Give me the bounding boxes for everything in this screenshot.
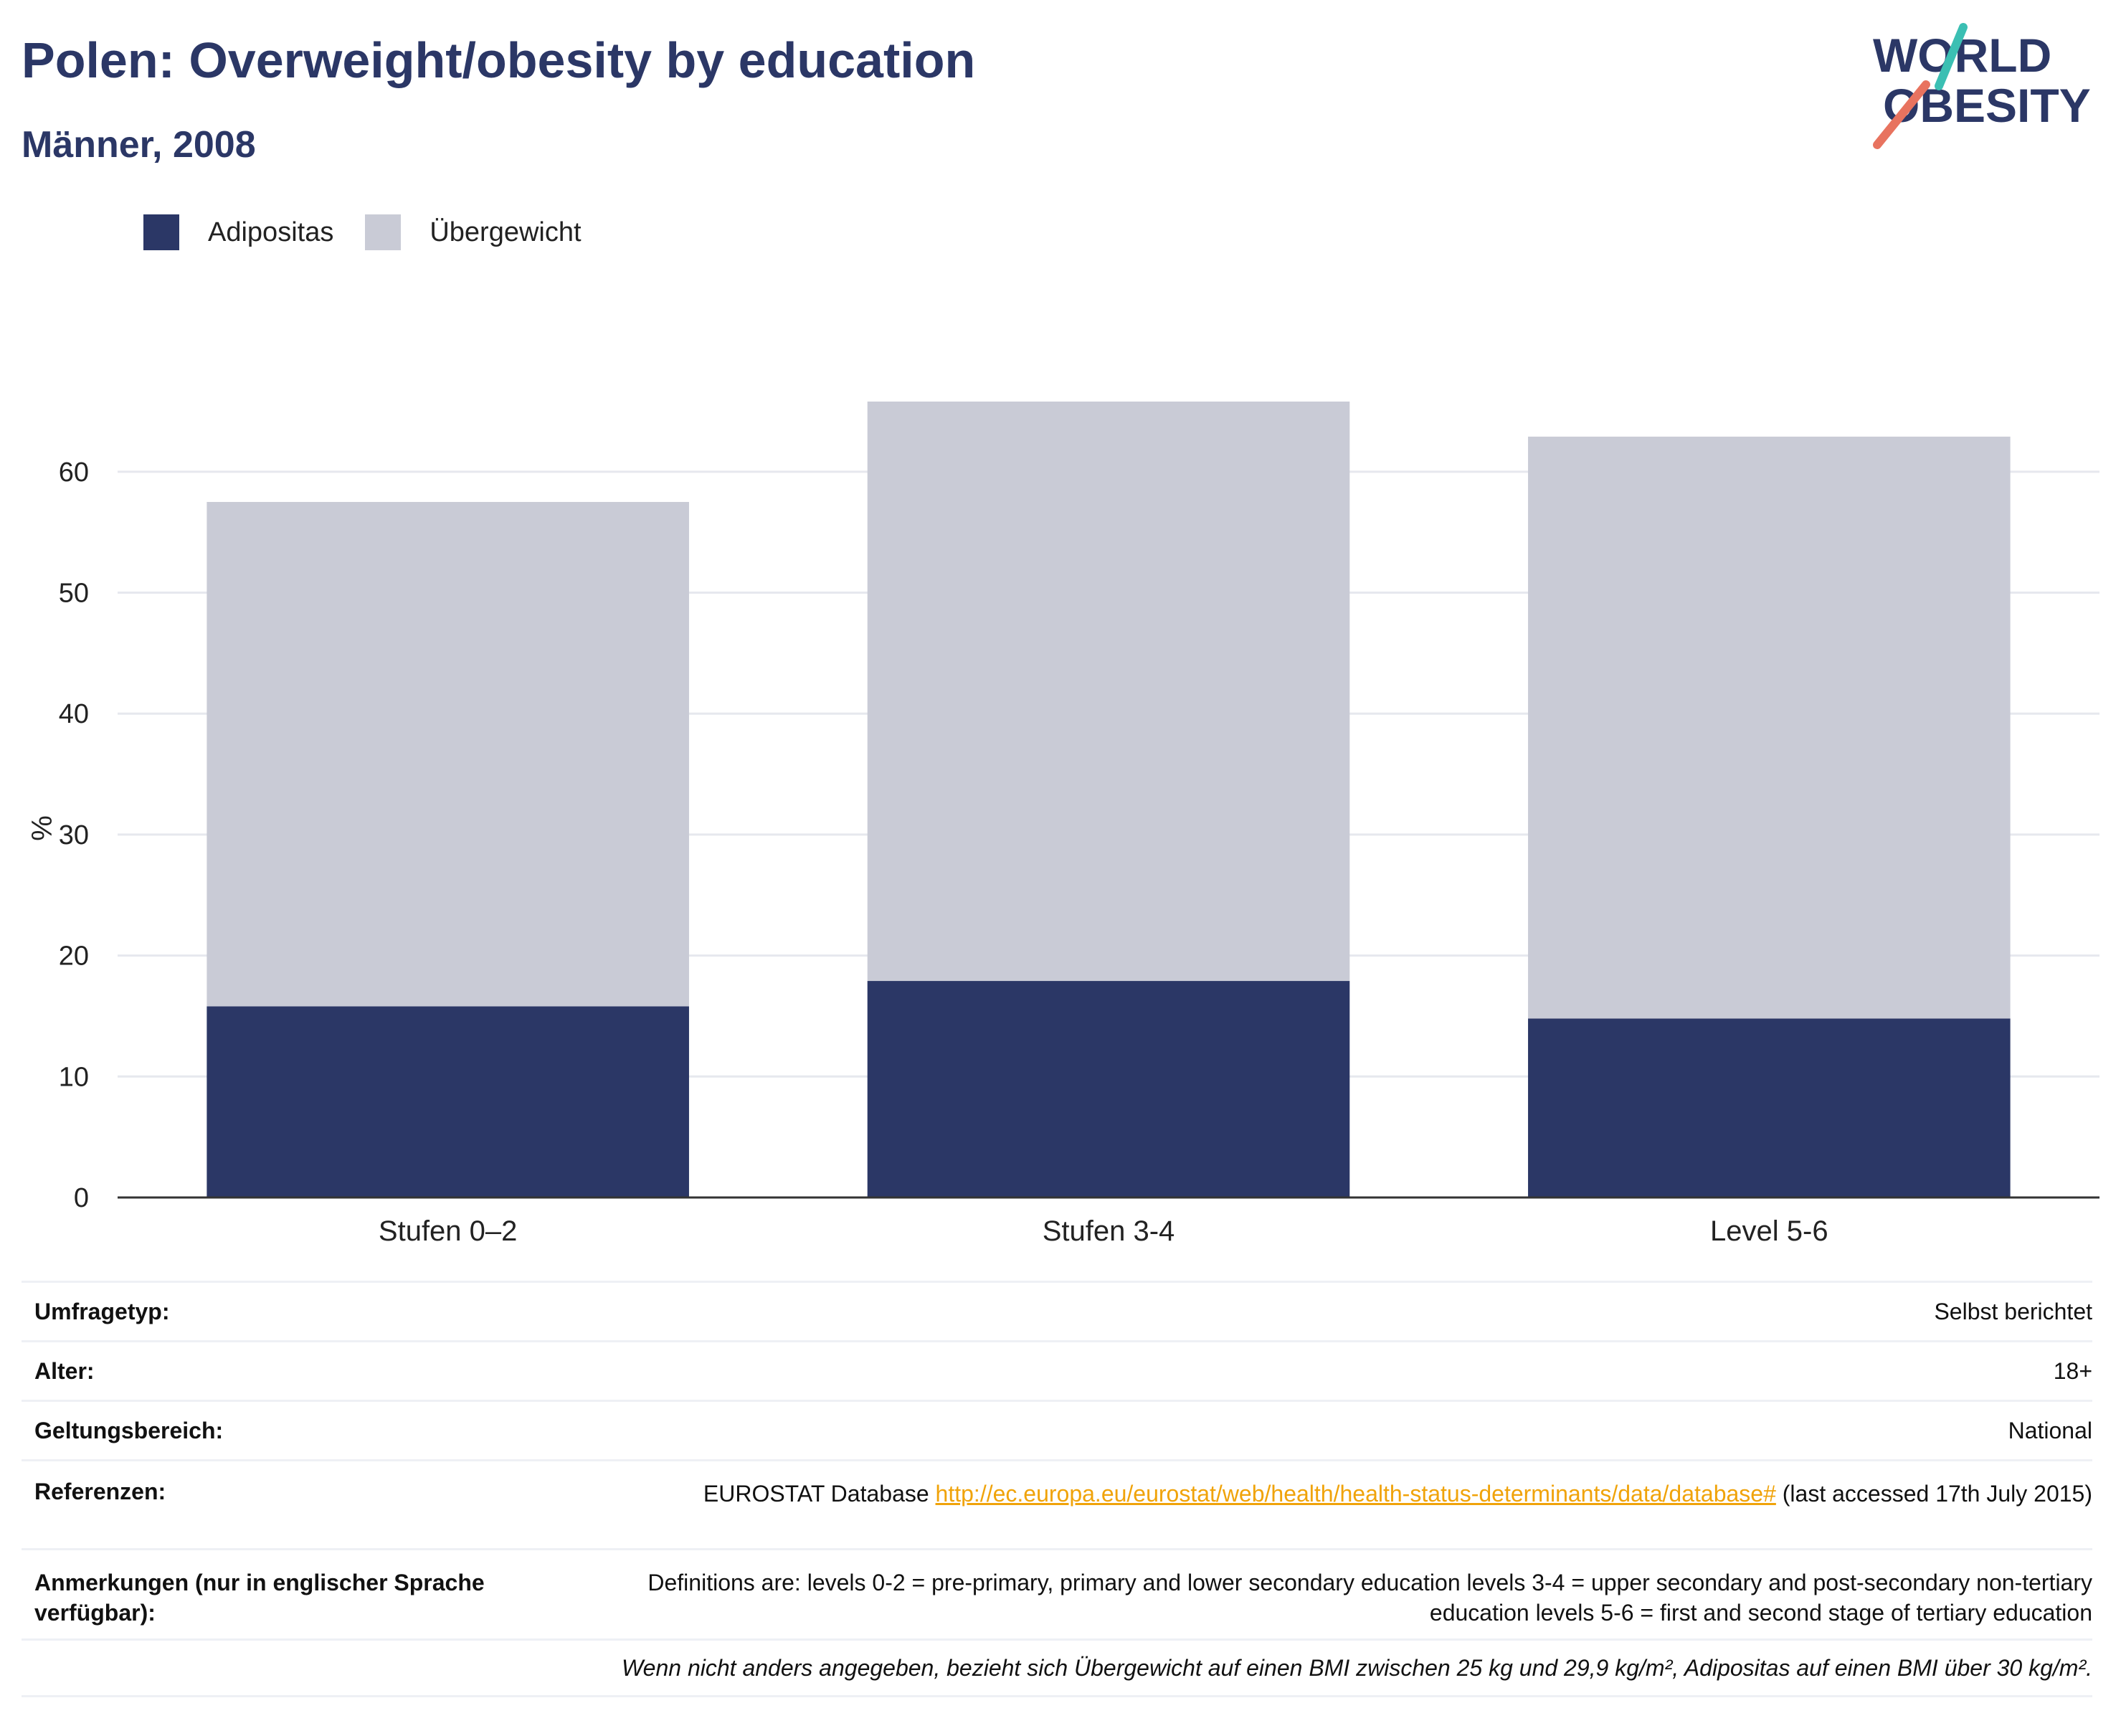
legend-item-uebergewicht[interactable]: Übergewicht — [365, 214, 582, 250]
y-tick-label: 20 — [59, 941, 89, 972]
y-tick-label: 0 — [74, 1183, 89, 1213]
legend-swatch-adipositas — [143, 214, 179, 250]
references-suffix: (last accessed 17th July 2015) — [1775, 1481, 2092, 1507]
legend-label-adipositas: Adipositas — [208, 217, 334, 247]
info-table: Umfragetyp: Selbst berichtet Alter: 18+ … — [22, 1281, 2092, 1697]
row-footnote: Wenn nicht anders angegeben, bezieht sic… — [22, 1638, 2092, 1697]
legend-swatch-uebergewicht — [365, 214, 402, 250]
references-label: Referenzen: — [34, 1479, 166, 1504]
logo-stroke-coral — [1873, 80, 1930, 149]
y-tick-label: 10 — [59, 1062, 89, 1092]
scope-value: National — [2008, 1417, 2092, 1443]
age-label: Alter: — [34, 1357, 95, 1384]
bar-adipositas — [1528, 1018, 2011, 1197]
bar-uebergewicht — [867, 402, 1350, 982]
y-tick-label: 40 — [59, 699, 89, 729]
logo-stroke-teal — [1935, 23, 1968, 90]
bar-adipositas — [207, 1006, 689, 1197]
chart-title: Polen: Overweight/obesity by education — [22, 32, 976, 88]
references-value: EUROSTAT Database http://ec.europa.eu/eu… — [622, 1479, 2092, 1509]
survey-type-label: Umfragetyp: — [34, 1298, 170, 1324]
stacked-bar-chart: 0 10 20 30 40 50 60% Stufen 0–2 Stufen 3-4 Level … — [27, 402, 2099, 1247]
row-notes: Anmerkungen (nur in englischer Sprache v… — [22, 1548, 2092, 1638]
row-survey-type: Umfragetyp: Selbst berichtet — [22, 1281, 2092, 1340]
y-axis-title: % — [27, 815, 58, 841]
references-prefix: EUROSTAT Database — [703, 1481, 936, 1507]
x-tick-label: Level 5-6 — [1710, 1215, 1828, 1247]
row-age: Alter: 18+ — [22, 1340, 2092, 1400]
legend-label-uebergewicht: Übergewicht — [430, 217, 582, 247]
notes-value: Definitions are: levels 0-2 = pre-primar… — [647, 1570, 2092, 1626]
world-obesity-logo: WORLD OBESITY — [1873, 23, 2091, 149]
y-tick-label: 30 — [59, 820, 89, 850]
survey-type-value: Selbst berichtet — [1934, 1298, 2092, 1324]
references-link[interactable]: http://ec.europa.eu/eurostat/web/health/… — [935, 1481, 1776, 1507]
bar-adipositas — [867, 981, 1350, 1197]
x-tick-label: Stufen 0–2 — [379, 1215, 518, 1247]
bar-uebergewicht — [1528, 436, 2011, 1019]
x-tick-label: Stufen 3-4 — [1043, 1215, 1175, 1247]
bar-uebergewicht — [207, 502, 689, 1007]
notes-label: Anmerkungen (nur in englischer Sprache v… — [34, 1570, 485, 1626]
row-references: Referenzen: EUROSTAT Database http://ec.… — [22, 1459, 2092, 1548]
age-value: 18+ — [2053, 1357, 2092, 1384]
y-tick-label: 60 — [59, 457, 89, 488]
logo-word-2: OBESITY — [1883, 79, 2091, 132]
footnote-text: Wenn nicht anders angegeben, bezieht sic… — [622, 1654, 2092, 1681]
chart-subtitle: Männer, 2008 — [22, 124, 256, 166]
legend-item-adipositas[interactable]: Adipositas — [143, 214, 333, 250]
legend: Adipositas Übergewicht — [143, 212, 613, 252]
y-tick-label: 50 — [59, 579, 89, 609]
row-scope: Geltungsbereich: National — [22, 1400, 2092, 1459]
scope-label: Geltungsbereich: — [34, 1417, 224, 1443]
